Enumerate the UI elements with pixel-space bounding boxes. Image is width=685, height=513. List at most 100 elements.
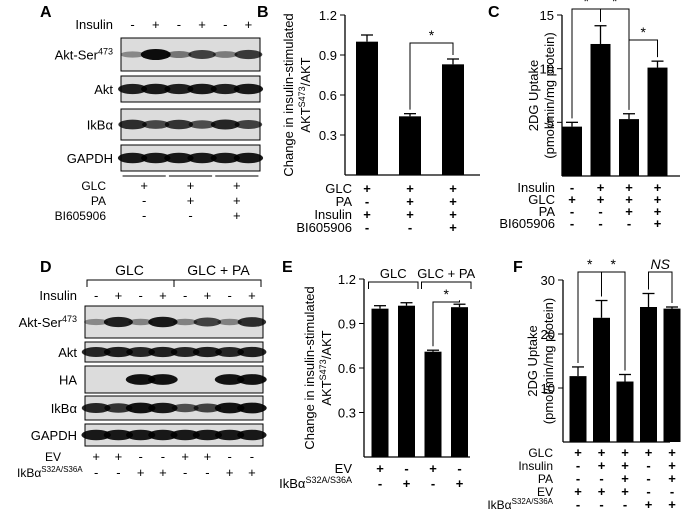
blot-row-label: GAPDH xyxy=(67,151,113,166)
condition-sign: + xyxy=(654,204,662,219)
insulin-sign: - xyxy=(130,17,134,32)
blot-band-3 xyxy=(148,402,178,414)
bar xyxy=(451,307,468,457)
condition-sign: + xyxy=(233,193,241,208)
condition-sign: - xyxy=(646,458,650,473)
blot-band-5 xyxy=(233,152,264,164)
condition-sign: - xyxy=(378,476,382,491)
blot-band-2 xyxy=(125,374,156,385)
bar-chart-e: 0.3 0.6 0.9 1.2 Change in insulin-stimulated… xyxy=(279,266,475,491)
insulin-sign: - xyxy=(227,288,231,303)
blot-band-1 xyxy=(141,83,171,95)
insulin-sign: - xyxy=(94,288,98,303)
significance-label: * xyxy=(641,24,647,40)
blot-band-3 xyxy=(148,346,178,358)
insulin-row-label: Insulin xyxy=(75,17,113,32)
blot-band-1 xyxy=(103,316,133,328)
blot-band-1 xyxy=(103,429,134,441)
y-axis-label-line2: (pmol/min/mg protein) xyxy=(542,32,557,158)
condition-sign: - xyxy=(598,204,602,219)
blot-band-4 xyxy=(171,403,199,413)
blot-row-label: GAPDH xyxy=(31,428,77,443)
condition-sign: - xyxy=(183,465,187,480)
bar-chart-b: 0.3 0.6 0.9 1.2 Change in insulin-stimulated… xyxy=(281,8,480,235)
bar xyxy=(640,307,657,442)
blot-band-0 xyxy=(81,403,111,413)
y-tick-label: 20 xyxy=(541,327,555,342)
blot-band-5 xyxy=(193,403,222,413)
condition-sign: + xyxy=(403,476,411,491)
significance-label: * xyxy=(611,256,617,272)
condition-sign: + xyxy=(233,208,241,223)
bar xyxy=(424,351,442,457)
group-bracket xyxy=(421,281,472,289)
blot-band-2 xyxy=(164,83,194,95)
y-tick-label: 1.2 xyxy=(319,8,337,23)
bar xyxy=(399,116,421,175)
blot-band-6 xyxy=(214,429,245,441)
condition-sign: + xyxy=(226,465,234,480)
bar xyxy=(562,126,582,176)
y-tick-label: 0.3 xyxy=(319,128,337,143)
condition-sign: + xyxy=(406,207,414,222)
blot-band-5 xyxy=(234,120,263,129)
condition-sign: + xyxy=(621,458,629,473)
condition-sign: + xyxy=(654,180,662,195)
condition-sign: + xyxy=(654,216,662,231)
condition-sign: - xyxy=(188,208,192,223)
condition-sign: + xyxy=(668,458,676,473)
significance-label: * xyxy=(612,0,618,9)
condition-sign: + xyxy=(187,193,195,208)
condition-sign: + xyxy=(645,445,653,460)
condition-label: GLC xyxy=(81,179,106,193)
blot-band-5 xyxy=(233,83,264,95)
condition-label: IkBαS32A/S36A xyxy=(487,497,553,512)
condition-label: BI605906 xyxy=(296,220,352,235)
y-tick-label: 1.2 xyxy=(338,272,356,287)
blot-band-6 xyxy=(214,402,245,414)
condition-sign: + xyxy=(625,204,633,219)
y-axis-label-line2: AKTS473/AKT xyxy=(297,57,313,132)
condition-sign: + xyxy=(449,181,457,196)
condition-sign: - xyxy=(365,220,369,235)
blot-band-1 xyxy=(141,152,171,164)
condition-sign: - xyxy=(205,465,209,480)
condition-sign: - xyxy=(138,449,142,464)
insulin-sign: + xyxy=(204,288,212,303)
condition-label: PA xyxy=(91,194,106,208)
blot-band-3 xyxy=(188,120,216,129)
blot-row-label: Akt xyxy=(58,345,77,360)
condition-label: IkBαS32A/S36A xyxy=(17,465,83,480)
condition-sign: + xyxy=(568,192,576,207)
condition-sign: - xyxy=(142,193,146,208)
insulin-sign: - xyxy=(138,288,142,303)
condition-label: PA xyxy=(538,472,553,486)
blot-band-2 xyxy=(164,152,194,164)
condition-sign: + xyxy=(597,180,605,195)
y-axis-label-line2: AKTS473/AKT xyxy=(318,330,334,405)
panel-letter-e: E xyxy=(282,259,293,276)
condition-label: PA xyxy=(539,204,556,219)
y-axis-label-line1: 2DG Uptake xyxy=(526,60,541,132)
condition-sign: - xyxy=(646,484,650,499)
y-tick-label: 0.9 xyxy=(319,48,337,63)
blot-band-3 xyxy=(148,429,178,441)
condition-sign: + xyxy=(668,497,676,512)
blot-band-3 xyxy=(187,83,217,95)
y-tick-label: 5 xyxy=(547,115,554,130)
y-axis-label-line2: (pmol/min/mg protein) xyxy=(541,298,556,424)
y-axis-label-line1: Change in insulin-stimulated xyxy=(281,13,296,176)
significance-label: NS xyxy=(651,256,671,272)
blot-band-1 xyxy=(142,120,170,129)
condition-sign: - xyxy=(576,458,580,473)
condition-sign: - xyxy=(365,194,369,209)
condition-sign: + xyxy=(574,445,582,460)
blot-band-4 xyxy=(210,83,240,95)
y-tick-label: 0.6 xyxy=(338,361,356,376)
blot-band-4 xyxy=(210,152,240,164)
condition-sign: - xyxy=(404,461,408,476)
condition-label: Insulin xyxy=(518,459,553,473)
condition-sign: - xyxy=(627,216,631,231)
blot-band-6 xyxy=(217,318,242,326)
